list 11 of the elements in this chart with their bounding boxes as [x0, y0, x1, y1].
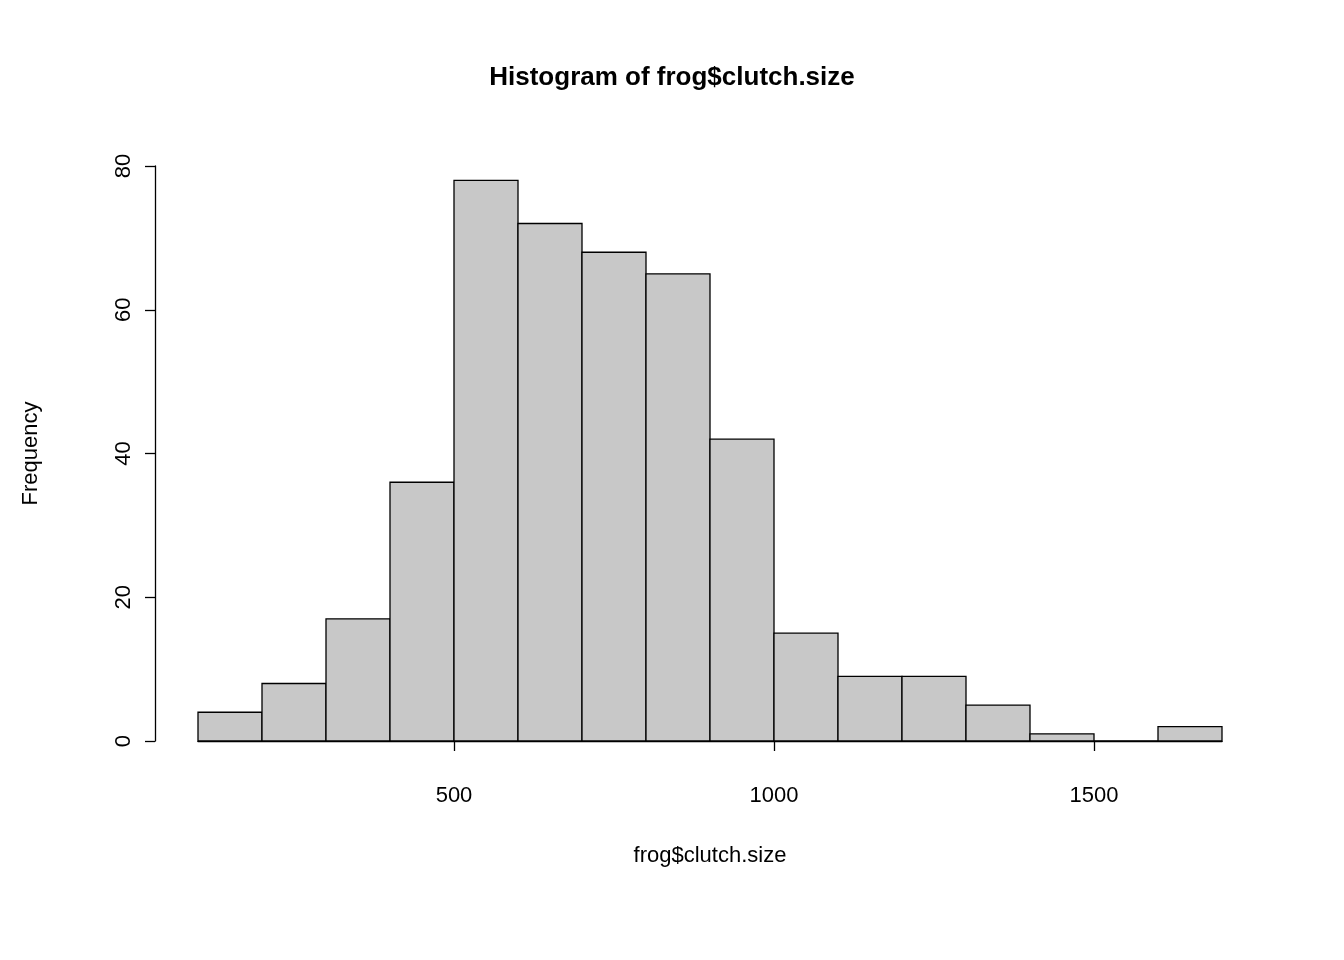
x-axis-title: frog$clutch.size [633, 841, 787, 867]
y-tick-label: 20 [109, 585, 135, 610]
y-tick-label: 80 [109, 153, 135, 179]
chart-title: Histogram of frog$clutch.size [489, 61, 855, 91]
y-tick-label: 0 [109, 734, 135, 748]
x-tick-label: 500 [435, 781, 473, 807]
y-tick-label: 60 [109, 297, 135, 322]
y-tick-label: 40 [109, 441, 135, 466]
x-tick-label: 1500 [1069, 781, 1119, 807]
x-tick-label: 1000 [749, 781, 799, 807]
y-axis-title: Frequency [16, 401, 42, 506]
